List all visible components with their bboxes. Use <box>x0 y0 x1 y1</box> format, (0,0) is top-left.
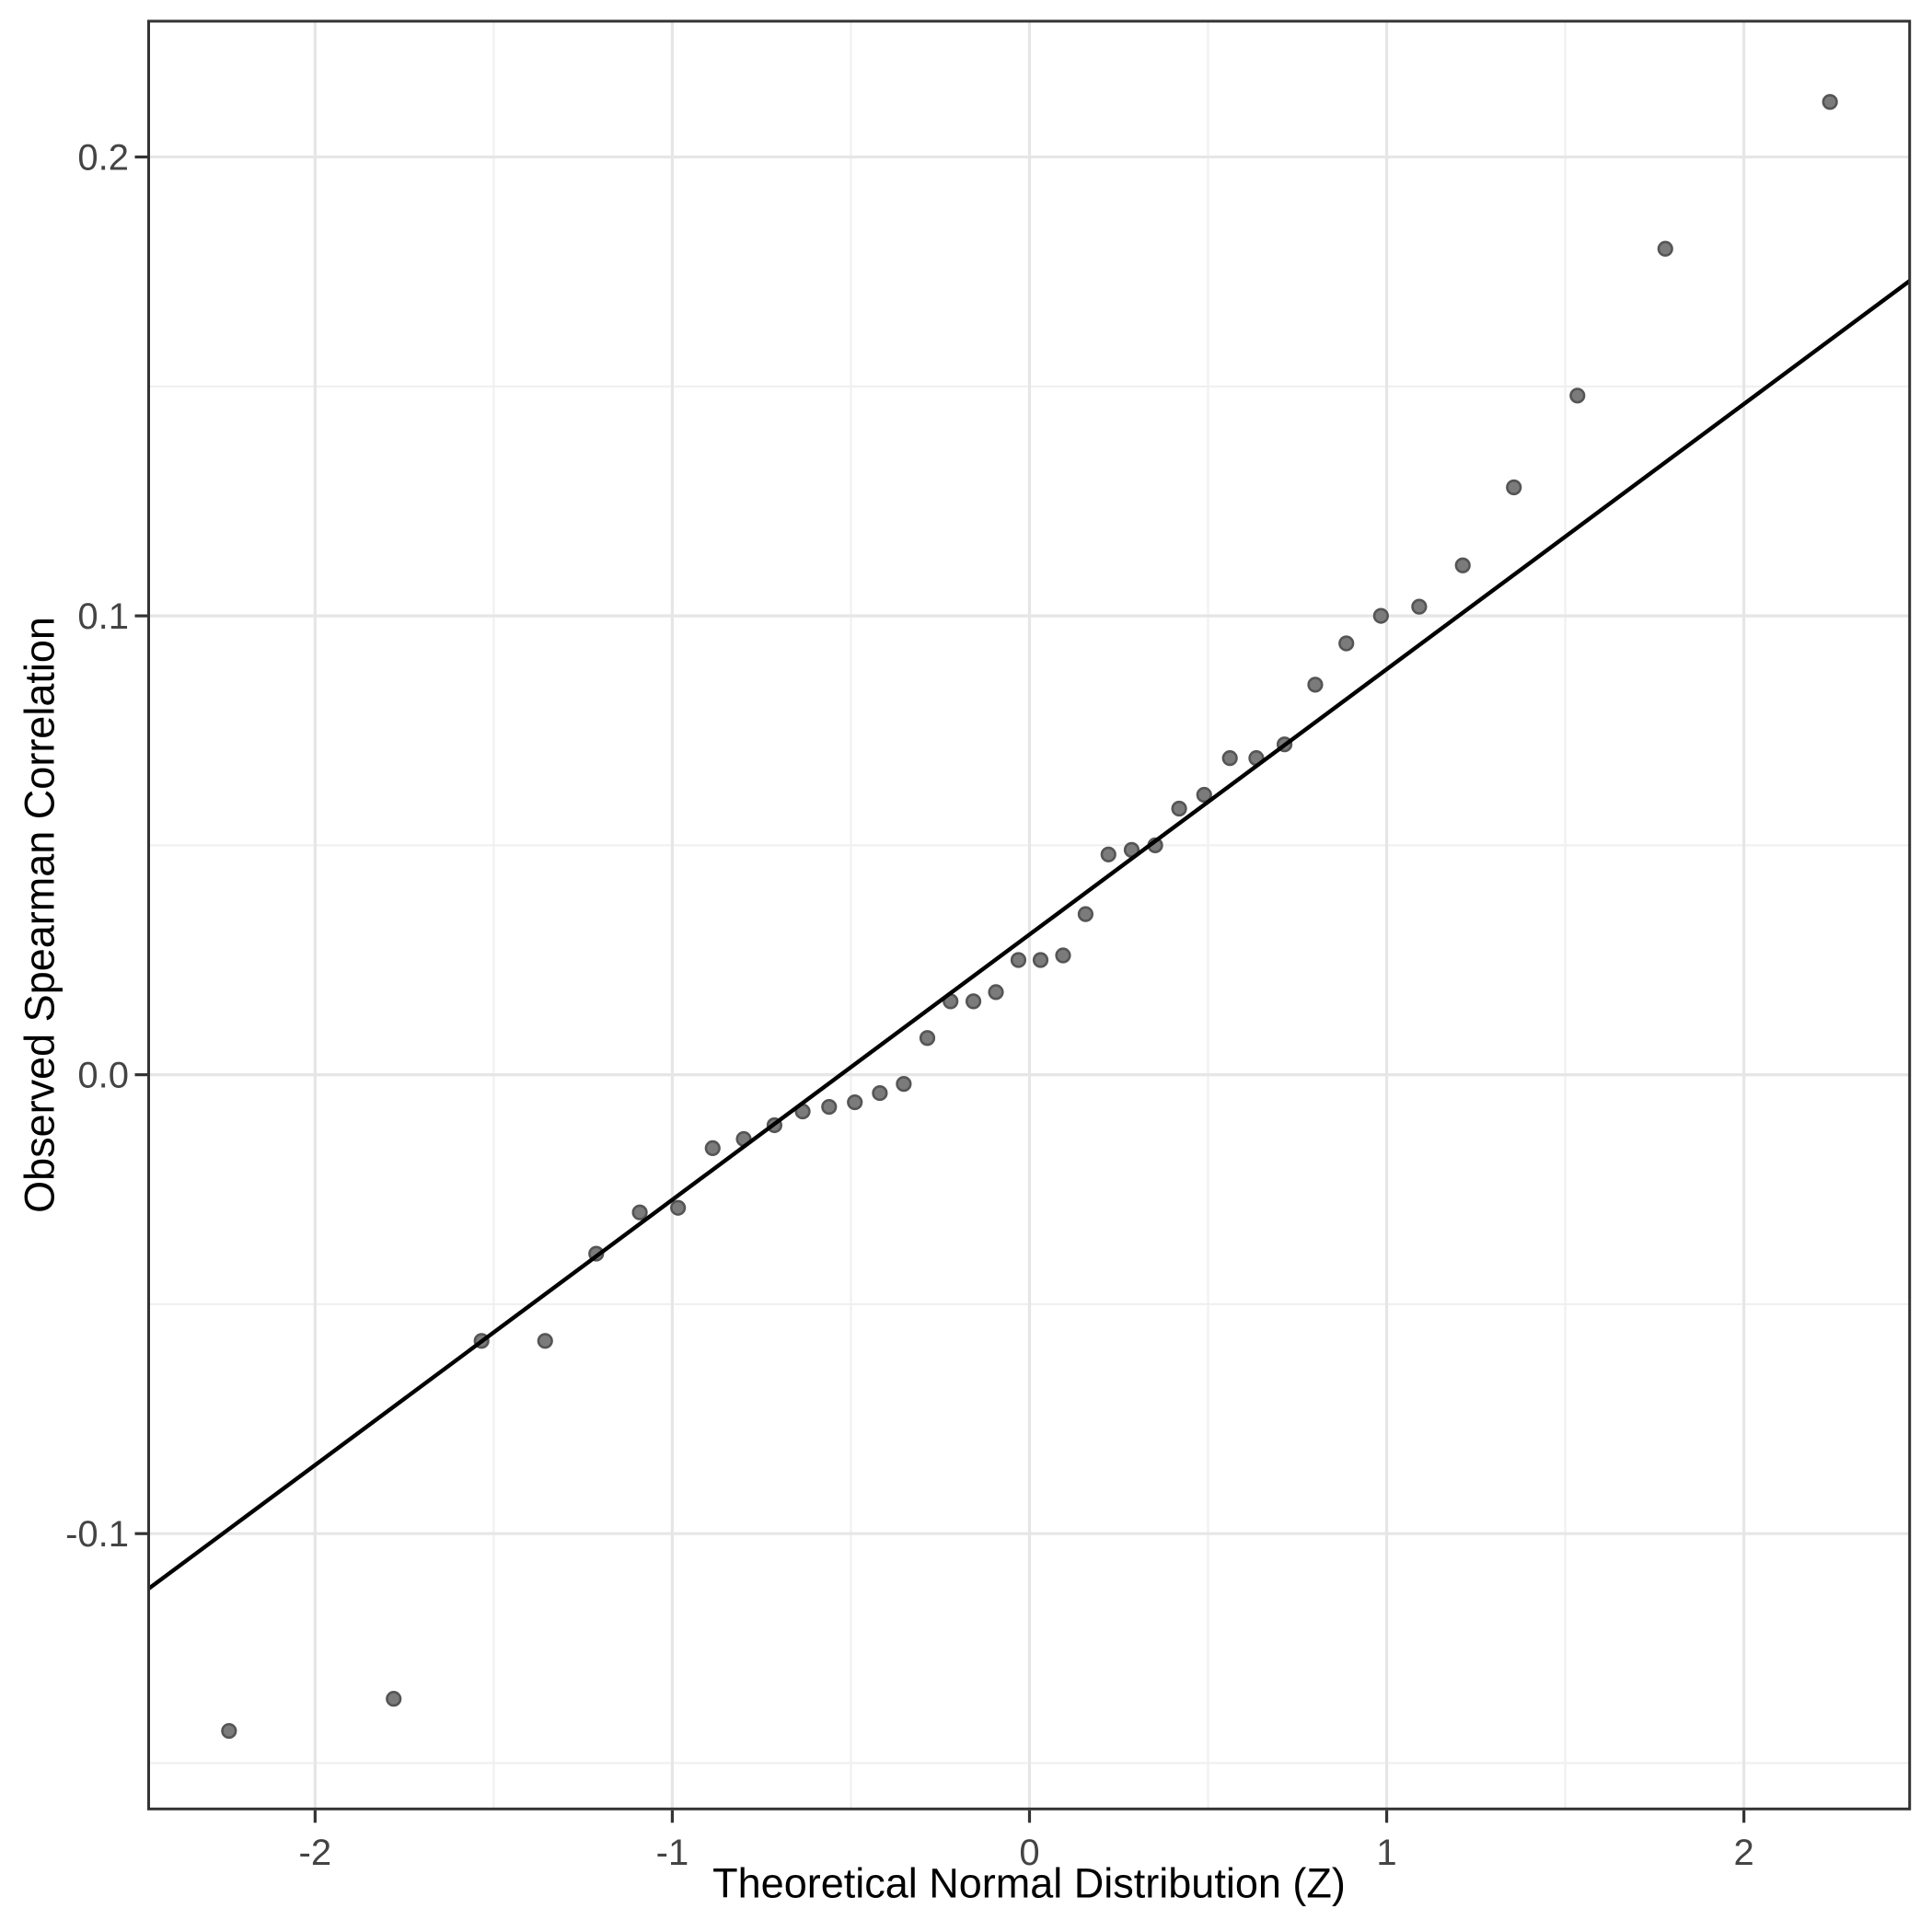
data-point <box>1506 479 1522 496</box>
y-tick-label: 0.1 <box>77 596 129 637</box>
panel-border <box>147 19 1912 1811</box>
y-axis-title: Observed Spearman Correlation <box>16 617 64 1213</box>
data-point <box>1171 800 1187 817</box>
y-tick-label: 0.0 <box>77 1056 129 1096</box>
data-point <box>1055 947 1071 964</box>
x-axis-title: Theoretical Normal Distribution (Z) <box>712 1859 1346 1907</box>
data-point <box>1569 388 1586 404</box>
data-point <box>221 1722 237 1740</box>
data-point <box>847 1093 863 1111</box>
data-point <box>1221 750 1238 767</box>
x-tick-label: 0 <box>1019 1833 1039 1873</box>
data-point <box>1032 952 1049 968</box>
data-point <box>670 1199 687 1216</box>
data-point <box>988 984 1004 1001</box>
data-point <box>965 993 982 1010</box>
data-point <box>631 1204 648 1221</box>
data-point <box>1454 557 1471 573</box>
qq-reference-line <box>148 279 1910 1591</box>
data-point <box>1307 677 1324 693</box>
data-point <box>386 1691 402 1707</box>
data-point <box>1077 906 1094 922</box>
data-point <box>821 1098 838 1116</box>
x-tick-label: 2 <box>1734 1833 1754 1873</box>
data-point <box>1010 952 1027 968</box>
data-point <box>1196 786 1212 804</box>
data-point <box>1657 240 1673 257</box>
x-tick-label: -1 <box>656 1833 689 1873</box>
data-point <box>872 1084 888 1102</box>
data-point <box>1100 846 1116 862</box>
x-tick-label: 1 <box>1376 1833 1396 1873</box>
data-point <box>537 1333 553 1349</box>
data-point <box>1372 607 1389 624</box>
data-point <box>1411 598 1428 615</box>
data-point <box>1338 635 1355 652</box>
x-tick-label: -2 <box>299 1833 332 1873</box>
data-point <box>1822 94 1838 110</box>
data-point <box>919 1030 936 1047</box>
y-tick-label: -0.1 <box>65 1514 129 1555</box>
data-point <box>896 1076 912 1093</box>
data-point <box>704 1140 721 1157</box>
y-tick-label: 0.2 <box>77 138 129 179</box>
